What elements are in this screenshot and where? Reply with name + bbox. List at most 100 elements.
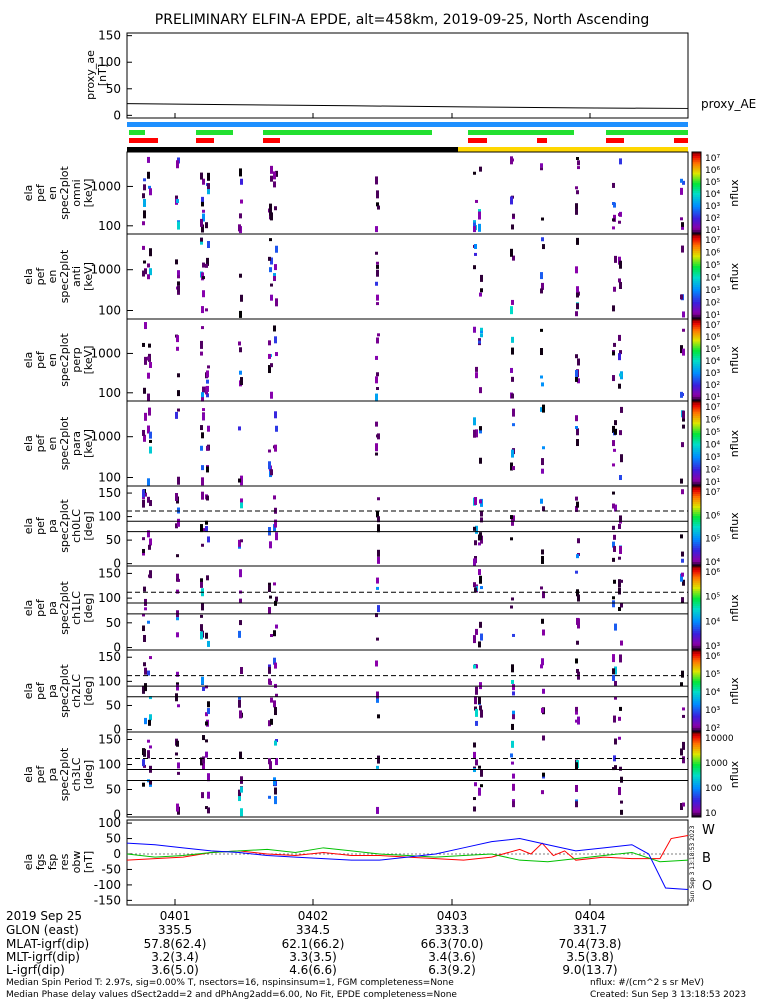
spectrogram-label-4: perp xyxy=(70,347,83,372)
colorbar-segment xyxy=(692,229,701,233)
colorbar-tick: 10⁶ xyxy=(705,652,720,662)
spectrogram-cell xyxy=(143,198,146,207)
colorbar-segment xyxy=(692,620,701,624)
table-row-label: 2019 Sep 25 xyxy=(6,909,82,923)
spectrogram-cell xyxy=(201,201,204,207)
spectrogram-cell xyxy=(473,417,476,426)
spectrogram-cell xyxy=(375,251,378,255)
colorbar-segment xyxy=(692,276,701,280)
spectrogram-cell xyxy=(473,326,476,333)
colorbar-segment xyxy=(692,481,701,485)
spectrogram-cell xyxy=(575,570,578,574)
spectrogram-cell xyxy=(239,347,242,353)
spectrogram-cell xyxy=(142,342,145,347)
colorbar-segment xyxy=(692,783,701,786)
colorbar-segment xyxy=(692,589,701,592)
colorbar-tick: 10¹ xyxy=(705,226,720,236)
spectrogram-cell xyxy=(473,806,476,812)
colorbar-segment xyxy=(692,707,701,710)
spectrogram-cell xyxy=(576,303,579,310)
colorbar-segment xyxy=(692,219,701,223)
spectrogram-cell xyxy=(614,680,617,686)
colorbar-segment xyxy=(692,540,701,543)
spectrogram-cell xyxy=(207,701,210,708)
fgs-line-b xyxy=(126,847,689,863)
spectrogram-cell xyxy=(270,283,273,287)
spectrogram-cell xyxy=(238,478,241,483)
spectrogram-cell xyxy=(475,708,478,717)
spectrogram-cell xyxy=(613,715,616,723)
colorbar-segment xyxy=(692,405,701,408)
spectrogram-cell xyxy=(149,431,152,439)
colorbar-segment xyxy=(692,454,701,457)
table-cell: 6.3(9.2) xyxy=(428,963,476,977)
spectrogram-cell xyxy=(620,454,623,463)
spectrogram-cell xyxy=(143,434,146,442)
spectrogram-cell xyxy=(542,404,545,413)
spectrogram-cell xyxy=(614,255,617,263)
spectrogram-cell xyxy=(612,202,615,206)
spectrogram-cell xyxy=(478,696,481,704)
spectrogram-cell xyxy=(577,160,580,166)
spectrogram-cell xyxy=(144,268,147,274)
spectrogram-cell xyxy=(376,577,379,584)
colorbar-segment xyxy=(692,170,701,173)
colorbar-segment xyxy=(692,382,701,386)
colorbar-segment xyxy=(692,213,701,217)
spectrogram-cell xyxy=(176,199,179,204)
colorbar-segment xyxy=(692,530,701,533)
spectrogram-cell xyxy=(147,372,150,379)
colorbar-tick: 100 xyxy=(705,784,722,794)
colorbar-segment xyxy=(692,355,701,359)
spectrogram-cell xyxy=(147,356,150,361)
colorbar-segment xyxy=(692,341,701,345)
spectrogram-cell xyxy=(200,445,203,451)
spectrogram-cell xyxy=(541,658,544,666)
spectrogram-cell xyxy=(512,773,515,779)
spectrogram-cell xyxy=(377,333,380,337)
spectrogram-cell xyxy=(269,208,272,216)
colorbar-segment xyxy=(692,205,701,208)
spectrogram-ytick: 100 xyxy=(98,471,121,485)
spectrogram-cell xyxy=(576,292,579,298)
table-row-label: MLT-igrf(dip) xyxy=(6,950,80,964)
spectrogram-cell xyxy=(376,372,379,377)
spectrogram-cell xyxy=(681,442,684,448)
spectrogram-cell xyxy=(511,299,514,305)
colorbar-segment xyxy=(692,443,701,447)
spectrogram-cell xyxy=(475,664,478,669)
colorbar-tick: 10⁷ xyxy=(705,154,720,164)
spectrogram-cell xyxy=(200,631,203,640)
spectrogram-cell xyxy=(540,407,543,412)
colorbar-segment xyxy=(692,580,701,584)
spectrogram-cell xyxy=(270,469,273,476)
spectrogram-cell xyxy=(612,767,615,771)
colorbar-segment xyxy=(692,510,701,513)
spectrogram-cell xyxy=(143,662,146,667)
spectrogram-cell xyxy=(270,165,273,174)
colorbar-segment xyxy=(692,345,701,349)
colorbar-segment xyxy=(692,319,701,322)
colorbar-segment xyxy=(692,723,701,727)
spectrogram-cell xyxy=(510,515,513,520)
spectrogram-cell xyxy=(474,587,477,593)
spectrogram-cell xyxy=(618,787,621,796)
spectrogram-cell xyxy=(207,187,210,195)
spectrogram-cell xyxy=(512,710,515,718)
spectrogram-cell xyxy=(142,193,145,199)
spectrogram-label-1: pef xyxy=(34,765,47,784)
spectrogram-label-2: pa xyxy=(46,768,59,782)
spectrogram-cell xyxy=(143,178,146,182)
spectrogram-cell xyxy=(202,178,205,185)
spectrogram-ylabel: ela pef pa spec2plot ch1LC [deg] xyxy=(22,581,95,635)
spectrogram-cell xyxy=(200,581,203,588)
spectrogram-cell xyxy=(612,596,615,600)
colorbar-segment xyxy=(692,610,701,613)
spectrogram-cell xyxy=(681,222,684,228)
spectrogram-cell xyxy=(474,696,477,705)
colorbar-segment xyxy=(692,647,701,651)
spectrogram-cell xyxy=(207,536,210,543)
colorbar-segment xyxy=(692,469,701,472)
colorbar-segment xyxy=(692,343,701,347)
spectrogram-cell xyxy=(479,575,482,584)
